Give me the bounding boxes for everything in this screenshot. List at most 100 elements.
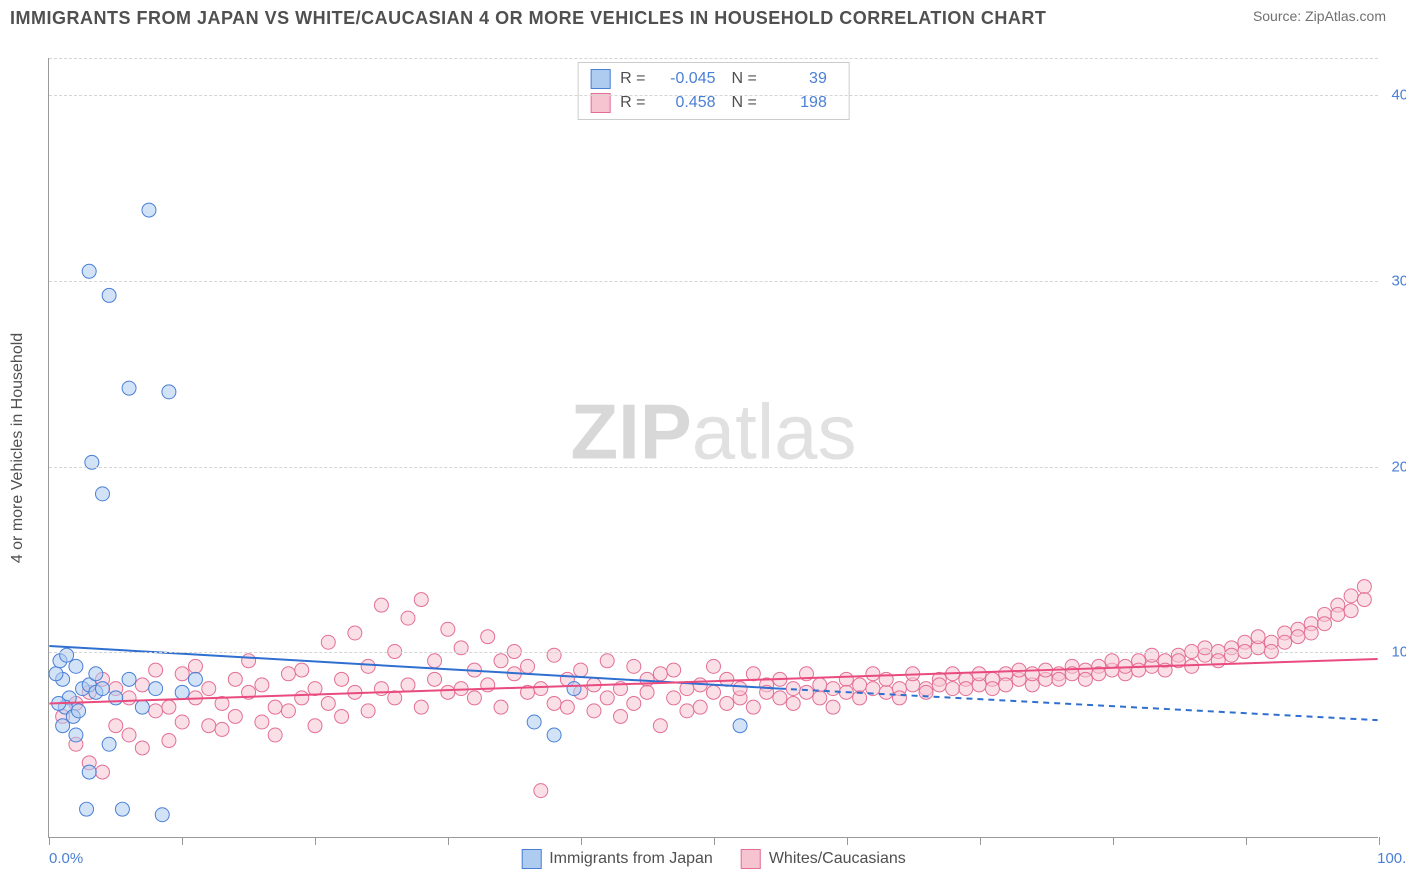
x-tick [1379, 837, 1380, 845]
data-point [1132, 663, 1146, 677]
data-point [733, 719, 747, 733]
data-point [162, 385, 176, 399]
data-point [295, 663, 309, 677]
data-point [1344, 604, 1358, 618]
data-point [149, 663, 163, 677]
data-point [281, 704, 295, 718]
data-point [242, 654, 256, 668]
legend-swatch-japan [590, 69, 610, 89]
data-point [813, 691, 827, 705]
data-point [560, 700, 574, 714]
data-point [839, 672, 853, 686]
y-tick-label: 40.0% [1391, 87, 1406, 104]
data-point [255, 715, 269, 729]
data-point [527, 715, 541, 729]
data-point [56, 719, 70, 733]
data-point [82, 765, 96, 779]
data-point [89, 667, 103, 681]
data-point [799, 685, 813, 699]
legend-item-japan: Immigrants from Japan [521, 849, 713, 869]
data-point [547, 648, 561, 662]
data-point [82, 264, 96, 278]
data-point [361, 704, 375, 718]
data-point [69, 659, 83, 673]
data-point [95, 682, 109, 696]
data-point [667, 663, 681, 677]
source-label: Source: ZipAtlas.com [1253, 8, 1386, 24]
data-point [80, 802, 94, 816]
data-point [547, 696, 561, 710]
chart-container: 4 or more Vehicles in Household ZIPatlas… [48, 58, 1388, 838]
data-point [574, 663, 588, 677]
data-point [109, 691, 123, 705]
data-point [135, 678, 149, 692]
data-point [1211, 654, 1225, 668]
data-point [49, 667, 63, 681]
data-point [175, 667, 189, 681]
grid-line [49, 652, 1378, 653]
data-point [720, 696, 734, 710]
data-point [707, 685, 721, 699]
trend-line [780, 689, 1378, 721]
data-point [321, 635, 335, 649]
data-point [826, 682, 840, 696]
x-tick [581, 837, 582, 845]
data-point [335, 709, 349, 723]
data-point [441, 685, 455, 699]
y-tick-label: 20.0% [1391, 458, 1406, 475]
data-point [202, 682, 216, 696]
data-point [60, 648, 74, 662]
data-point [428, 654, 442, 668]
chart-title: IMMIGRANTS FROM JAPAN VS WHITE/CAUCASIAN… [10, 8, 1046, 29]
data-point [494, 654, 508, 668]
data-point [95, 765, 109, 779]
data-point [1357, 580, 1371, 594]
legend-row-japan: R = -0.045 N = 39 [590, 67, 837, 91]
plot-svg [49, 58, 1378, 837]
data-point [109, 719, 123, 733]
data-point [228, 709, 242, 723]
data-point [374, 682, 388, 696]
data-point [567, 682, 581, 696]
data-point [866, 667, 880, 681]
data-point [746, 667, 760, 681]
data-point [693, 700, 707, 714]
x-tick [980, 837, 981, 845]
data-point [268, 700, 282, 714]
data-point [1344, 589, 1358, 603]
data-point [653, 719, 667, 733]
legend-swatch-icon [741, 849, 761, 869]
data-point [102, 288, 116, 302]
x-tick [1246, 837, 1247, 845]
data-point [707, 659, 721, 673]
data-point [202, 719, 216, 733]
data-point [69, 728, 83, 742]
plot-area: ZIPatlas R = -0.045 N = 39 R = 0.458 N =… [48, 58, 1378, 838]
data-point [102, 737, 116, 751]
data-point [627, 696, 641, 710]
data-point [481, 630, 495, 644]
y-tick-label: 30.0% [1391, 272, 1406, 289]
data-point [149, 682, 163, 696]
data-point [348, 626, 362, 640]
data-point [122, 728, 136, 742]
x-min-label: 0.0% [49, 850, 83, 867]
data-point [175, 715, 189, 729]
data-point [746, 700, 760, 714]
data-point [142, 203, 156, 217]
data-point [374, 598, 388, 612]
data-point [932, 678, 946, 692]
x-tick [315, 837, 316, 845]
grid-line [49, 281, 1378, 282]
correlation-legend: R = -0.045 N = 39 R = 0.458 N = 198 [577, 62, 850, 120]
data-point [175, 685, 189, 699]
data-point [1291, 630, 1305, 644]
data-point [72, 704, 86, 718]
x-tick [847, 837, 848, 845]
data-point [401, 611, 415, 625]
data-point [188, 659, 202, 673]
x-max-label: 100.0% [1377, 850, 1406, 867]
data-point [786, 696, 800, 710]
data-point [494, 700, 508, 714]
data-point [1025, 667, 1039, 681]
